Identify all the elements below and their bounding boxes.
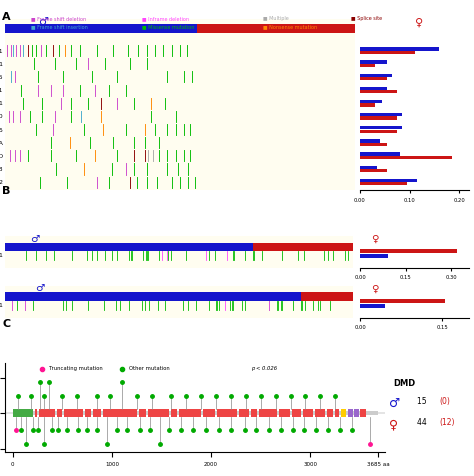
Text: Other mutation: Other mutation [129, 366, 170, 371]
Text: Truncating mutation: Truncating mutation [49, 366, 103, 371]
Bar [360, 179, 417, 182]
Text: ■ Frame shift deletion: ■ Frame shift deletion [31, 16, 86, 21]
Bar [360, 304, 385, 308]
Bar [13, 411, 378, 415]
Text: 15: 15 [417, 397, 429, 406]
Bar [5, 24, 197, 33]
Bar [301, 292, 354, 300]
Text: 44: 44 [417, 418, 429, 427]
Text: (0): (0) [440, 397, 451, 406]
Text: ■ Nonsense mutation: ■ Nonsense mutation [263, 24, 317, 29]
Bar [360, 166, 377, 169]
Bar [239, 409, 249, 417]
Text: A: A [2, 12, 11, 22]
Bar [179, 409, 201, 417]
Bar [13, 409, 33, 417]
Bar [360, 139, 380, 143]
Text: ■ Missense mutation: ■ Missense mutation [142, 24, 194, 29]
Bar [360, 77, 387, 80]
Bar [360, 60, 387, 64]
Bar [35, 409, 37, 417]
Bar [259, 409, 277, 417]
Bar [39, 409, 55, 417]
Bar [354, 409, 358, 417]
Bar [5, 243, 253, 251]
Bar [147, 409, 170, 417]
Bar [348, 409, 353, 417]
Bar [93, 409, 101, 417]
Bar [57, 409, 62, 417]
Text: ♀: ♀ [415, 17, 424, 27]
Bar [253, 243, 354, 251]
Bar [360, 74, 392, 77]
Bar [360, 113, 402, 116]
Bar [303, 409, 313, 417]
Bar [85, 409, 91, 417]
Text: DMD: DMD [393, 379, 416, 388]
Bar [139, 409, 146, 417]
Bar [360, 182, 407, 186]
Text: ♀: ♀ [371, 283, 379, 293]
Bar [360, 249, 457, 253]
Bar [335, 409, 339, 417]
Text: (12): (12) [440, 418, 455, 427]
Bar [360, 152, 400, 156]
Bar [360, 100, 382, 103]
Bar [360, 126, 402, 129]
Text: B: B [2, 186, 11, 196]
Text: ♂: ♂ [38, 17, 48, 27]
Text: ■ Inframe deletion: ■ Inframe deletion [142, 16, 189, 21]
Bar [360, 254, 388, 258]
Bar [197, 24, 355, 33]
Bar [360, 129, 397, 133]
Text: ■ Multiple: ■ Multiple [263, 16, 289, 21]
Bar [360, 143, 387, 146]
Bar [360, 87, 387, 90]
Bar [103, 409, 137, 417]
Bar [360, 50, 414, 54]
Text: ♀: ♀ [371, 234, 379, 244]
Bar [360, 90, 397, 93]
Bar [360, 117, 397, 120]
Bar [315, 409, 325, 417]
Bar [64, 409, 83, 417]
Text: p < 0.026: p < 0.026 [251, 366, 277, 371]
Bar [360, 169, 387, 172]
Text: ♂: ♂ [389, 397, 400, 410]
Text: ♀: ♀ [389, 418, 398, 431]
Text: ♂: ♂ [30, 234, 39, 244]
Bar [279, 409, 290, 417]
Bar [360, 64, 374, 67]
Bar [203, 409, 215, 417]
Bar [360, 299, 445, 303]
Text: ♂: ♂ [36, 283, 45, 293]
Bar [360, 103, 374, 107]
Bar [251, 409, 257, 417]
Bar [327, 409, 333, 417]
Bar [172, 409, 177, 417]
Bar [360, 47, 439, 50]
Bar [360, 156, 452, 159]
Bar [217, 409, 237, 417]
Bar [341, 409, 346, 417]
Text: C: C [2, 319, 10, 329]
Bar [292, 409, 301, 417]
Bar [360, 409, 366, 417]
Text: ■ Frame shift insertion: ■ Frame shift insertion [31, 24, 88, 29]
Text: ■ Splice site: ■ Splice site [351, 16, 382, 21]
Bar [5, 292, 301, 300]
